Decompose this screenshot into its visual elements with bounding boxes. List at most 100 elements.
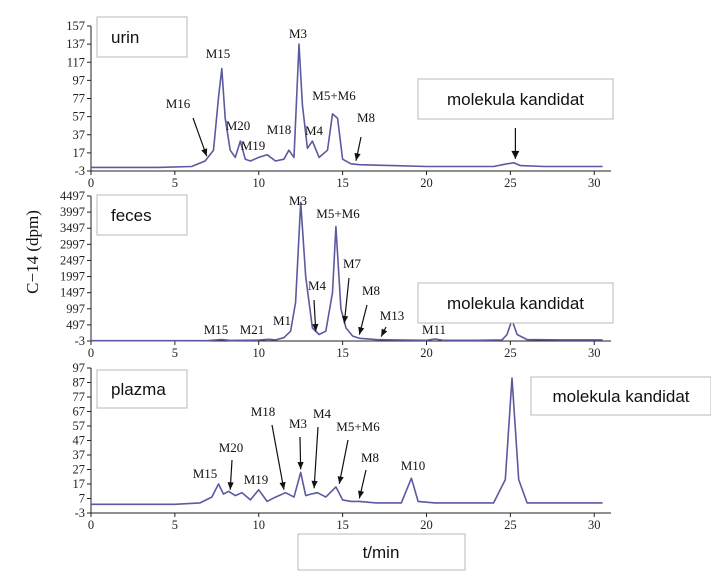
arrow-head — [511, 150, 520, 159]
y-tick-label: 97 — [73, 73, 86, 87]
y-tick-label: 117 — [67, 55, 85, 69]
arrow-head — [201, 148, 208, 157]
panel-urin: -3 17 37 57 77 97 117 137 157 0 5 10 15 20 25 30 M15 M3 M5… — [66, 16, 614, 190]
y-tick-label: 997 — [66, 302, 85, 316]
peak-label: M8 — [362, 283, 380, 298]
x-tick-label: 15 — [336, 346, 349, 360]
peak-label: M15 — [193, 466, 218, 481]
peak-label: M10 — [401, 458, 426, 473]
peak-label: M8 — [361, 450, 379, 465]
x-tick-label: 5 — [172, 176, 178, 190]
x-tick-label: 20 — [420, 518, 433, 532]
candidate-label: molekula kandidat — [447, 294, 584, 313]
y-tick-label: 87 — [73, 376, 86, 390]
peak-label: M13 — [380, 308, 405, 323]
peak-label: M4 — [308, 278, 327, 293]
panel-title-box — [96, 369, 188, 409]
arrow-head — [312, 323, 319, 332]
arrow-head — [354, 152, 361, 161]
y-tick-label: 17 — [73, 146, 86, 160]
y-tick-label: 47 — [73, 434, 86, 448]
panel-feces: -3 497 997 1497 1997 2497 2997 3497 3997 4497 0 5 10… — [60, 189, 614, 360]
y-tick-label: 67 — [73, 405, 86, 419]
panel-title: urin — [111, 28, 139, 47]
arrow-head — [227, 482, 234, 490]
x-tick-label: 10 — [252, 518, 265, 532]
peak-label: M21 — [240, 322, 265, 337]
y-tick-label: 4497 — [60, 189, 85, 203]
peak-label: M1 — [273, 313, 291, 328]
y-tick-label: 3997 — [60, 205, 85, 219]
peak-label: M3 — [289, 26, 307, 41]
candidate-box — [417, 78, 614, 120]
y-tick-label: 2497 — [60, 253, 85, 267]
series-line — [91, 201, 603, 342]
y-axis-label: C−14 (dpm) — [23, 210, 42, 294]
peak-label: M16 — [166, 96, 191, 111]
peak-label: M20 — [219, 440, 244, 455]
y-tick-label: -3 — [75, 334, 85, 348]
x-tick-label: 5 — [172, 518, 178, 532]
peak-label: M18 — [267, 122, 292, 137]
peak-label: M5+M6 — [316, 206, 360, 221]
x-tick-label: 5 — [172, 346, 178, 360]
x-tick-label: 15 — [336, 176, 349, 190]
peak-label: M3 — [289, 416, 307, 431]
peak-arrow — [313, 426, 319, 489]
x-tick-label: 25 — [504, 518, 517, 532]
x-tick-label: 20 — [420, 176, 433, 190]
arrow-head — [279, 481, 286, 490]
y-tick-label: 77 — [73, 390, 86, 404]
x-tick-label: 0 — [88, 176, 94, 190]
arrow-head — [358, 490, 365, 499]
candidate-box — [417, 282, 614, 324]
x-tick-label: 30 — [588, 176, 601, 190]
y-tick-label: 77 — [73, 92, 86, 106]
y-tick-label: 7 — [79, 492, 85, 506]
x-tick-label: 0 — [88, 518, 94, 532]
peak-label: M18 — [251, 404, 276, 419]
y-tick-label: 1997 — [60, 270, 85, 284]
y-tick-label: 137 — [66, 37, 85, 51]
peak-label: M4 — [313, 406, 332, 421]
y-tick-label: 17 — [73, 477, 86, 491]
peak-label: M5+M6 — [312, 88, 356, 103]
y-tick-label: -3 — [75, 506, 85, 520]
y-tick-label: 157 — [66, 19, 85, 33]
peak-label: M19 — [241, 138, 266, 153]
x-tick-label: 10 — [252, 346, 265, 360]
arrow-head — [311, 480, 318, 489]
peak-label: M15 — [204, 322, 229, 337]
y-tick-label: 497 — [66, 318, 85, 332]
x-axis-label-box — [297, 533, 466, 571]
peak-label: M11 — [422, 322, 446, 337]
panel-title: feces — [111, 206, 152, 225]
peak-label: M7 — [343, 256, 362, 271]
peak-arrow — [343, 277, 350, 324]
arrow-head — [381, 328, 388, 337]
y-tick-label: 57 — [73, 110, 86, 124]
peak-label: M4 — [305, 123, 324, 138]
x-tick-label: 30 — [588, 518, 601, 532]
y-tick-label: 1497 — [60, 286, 85, 300]
series-line — [91, 377, 603, 506]
candidate-label: molekula kandidat — [447, 90, 584, 109]
y-tick-label: 37 — [73, 448, 86, 462]
arrow-head — [297, 461, 304, 470]
peak-label: M5+M6 — [336, 419, 380, 434]
x-tick-label: 15 — [336, 518, 349, 532]
panel-title-box — [96, 16, 188, 58]
y-tick-label: 2997 — [60, 237, 85, 251]
peak-label: M3 — [289, 193, 307, 208]
peak-label: M15 — [206, 46, 231, 61]
y-tick-label: -3 — [75, 164, 85, 178]
x-tick-label: 10 — [252, 176, 265, 190]
panel-title-box — [96, 194, 188, 236]
y-tick-label: 27 — [73, 463, 86, 477]
peak-label: M20 — [226, 118, 251, 133]
candidate-label: molekula kandidat — [552, 387, 689, 406]
y-tick-label: 3497 — [60, 221, 85, 235]
